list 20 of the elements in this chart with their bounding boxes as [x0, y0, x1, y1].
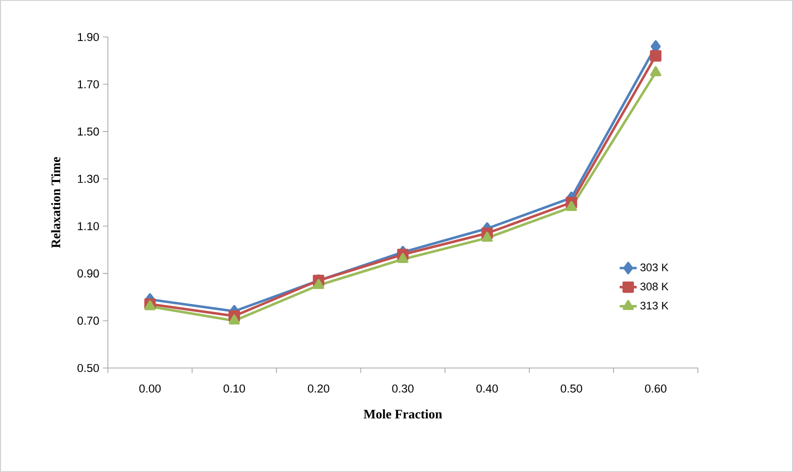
x-tick-label: 0.20	[308, 384, 330, 393]
y-tick-label: 0.70	[78, 316, 99, 325]
y-tick-label: 1.30	[78, 174, 99, 183]
y-tick-label: 1.90	[78, 32, 99, 42]
x-tick-label: 0.10	[224, 384, 245, 393]
x-tick-label: 0.50	[560, 384, 582, 393]
y-tick-label: 1.10	[78, 222, 99, 230]
y-tick-label: 1.70	[78, 80, 99, 88]
y-axis-title: Relaxation Time	[51, 157, 60, 248]
x-tick-label: 0.00	[139, 384, 161, 393]
y-tick-label: 1.50	[78, 128, 99, 136]
x-axis-title: Mole Fraction	[364, 409, 442, 418]
x-tick-label: 0.30	[392, 384, 414, 393]
legend-label: 308 K	[640, 282, 668, 290]
legend-label: 303 K	[640, 264, 668, 272]
x-tick-label: 0.40	[476, 384, 498, 393]
y-tick-label: 0.50	[78, 364, 99, 372]
y-tick-label: 0.90	[78, 269, 99, 278]
legend-label: 313 K	[640, 302, 668, 310]
x-tick-label: 0.60	[645, 384, 666, 393]
